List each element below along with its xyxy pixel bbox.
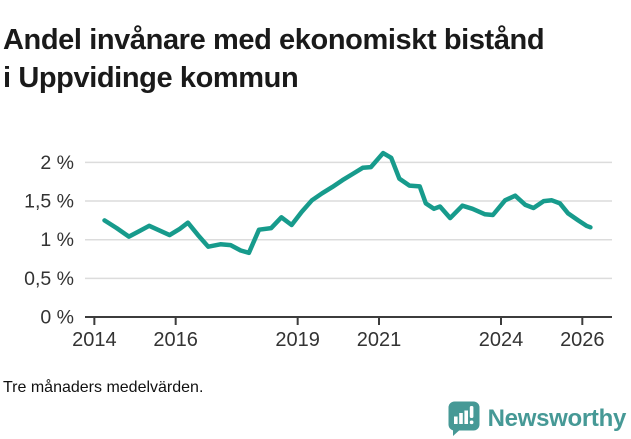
newsworthy-speech-bubble-chart-icon <box>448 401 481 436</box>
y-axis-tick-label: 0,5 % <box>24 268 74 290</box>
x-axis-tick-label: 2024 <box>479 329 524 351</box>
y-axis-tick-label: 1 % <box>40 229 74 251</box>
y-axis-tick-label: 2 % <box>40 152 74 174</box>
y-axis-tick-label: 0 % <box>40 307 74 329</box>
newsworthy-logo[interactable]: Newsworthy <box>448 401 626 436</box>
x-axis-tick-label: 2019 <box>275 329 320 351</box>
x-axis-tick-label: 2021 <box>357 329 402 351</box>
y-axis-tick-label: 1,5 % <box>24 191 74 213</box>
chart-footnote: Tre månaders medelvärden. <box>3 379 204 396</box>
x-axis-tick-label: 2026 <box>560 329 605 351</box>
x-axis-tick-label: 2014 <box>72 329 117 351</box>
newsworthy-logo-text: Newsworthy <box>487 404 627 432</box>
x-axis-tick-label: 2016 <box>153 329 198 351</box>
chart-title: Andel invånare med ekonomiskt bistånd i … <box>3 24 545 95</box>
series-line <box>102 150 593 256</box>
